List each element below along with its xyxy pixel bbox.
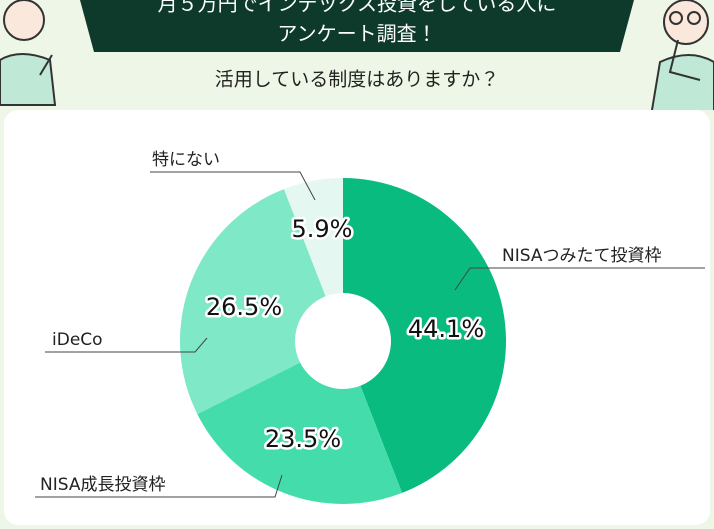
value-label: 44.1% xyxy=(408,315,484,343)
leader-line xyxy=(35,474,283,498)
donut-chart: 44.1% 23.5% 26.5% 5.9% NISAつみたて投資枠 NISA成長投資枠 i… xyxy=(35,150,705,504)
leader-line xyxy=(45,337,208,353)
donut-slice xyxy=(343,178,506,493)
donut-slice xyxy=(283,178,343,297)
value-label: 5.9% xyxy=(292,215,353,243)
right-character xyxy=(651,0,714,111)
category-label: 特にない xyxy=(152,150,220,170)
subtitle: 活用している制度はありますか？ xyxy=(215,69,499,91)
title-banner xyxy=(80,0,634,52)
title-line: 月５万円でインデックス投資をしている人に xyxy=(158,0,557,16)
leader-line xyxy=(150,171,316,201)
title-line: アンケート調査！ xyxy=(277,22,436,46)
left-character xyxy=(0,0,57,106)
value-label: 23.5% xyxy=(265,425,341,453)
donut-slice xyxy=(197,362,403,504)
category-label: NISAつみたて投資枠 xyxy=(502,246,661,266)
donut-slice xyxy=(179,189,326,415)
value-label: 26.5% xyxy=(206,293,282,321)
leader-line xyxy=(454,267,705,291)
card xyxy=(4,110,710,525)
category-label: iDeCo xyxy=(52,330,103,350)
category-label: NISA成長投資枠 xyxy=(40,475,165,495)
